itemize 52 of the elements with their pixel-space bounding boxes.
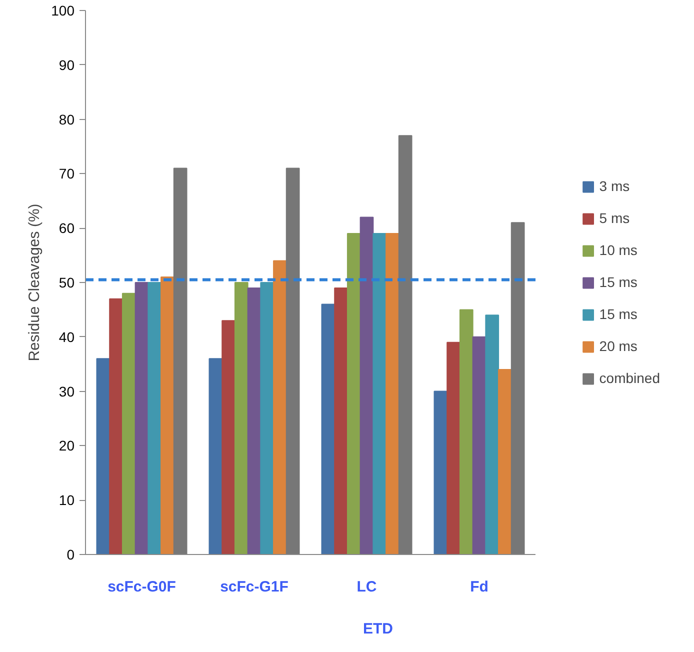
- y-tick-label: 80: [58, 111, 75, 128]
- x-tick-label: scFc-G0F: [108, 578, 176, 596]
- legend-label: 3 ms: [599, 178, 630, 194]
- y-tick-label: 0: [66, 546, 75, 562]
- bar: [273, 260, 287, 554]
- bar: [96, 358, 110, 554]
- legend-label: 15 ms: [599, 306, 638, 322]
- bar: [160, 276, 174, 554]
- bar: [134, 282, 149, 554]
- bar: [247, 287, 262, 554]
- bar: [321, 304, 336, 554]
- y-tick-label: 10: [58, 492, 75, 508]
- x-tick-label: Fd: [470, 578, 488, 596]
- y-tick-label: 20: [58, 438, 75, 454]
- bar: [334, 287, 348, 554]
- y-tick-label: 30: [58, 383, 75, 400]
- y-tick-label: 90: [58, 56, 75, 73]
- bar: [446, 342, 460, 554]
- bar: [286, 168, 300, 554]
- bar: [208, 358, 223, 554]
- x-tick-label: LC: [356, 578, 377, 596]
- bar: [109, 298, 123, 554]
- x-tick-label: scFc-G1F: [220, 578, 288, 596]
- legend-label: 20 ms: [599, 338, 638, 354]
- legend-label: 10 ms: [599, 242, 638, 258]
- bar: [234, 282, 248, 554]
- bar: [485, 314, 500, 554]
- y-tick-label: 50: [58, 274, 75, 290]
- bar: [372, 233, 387, 554]
- legend-label: 5 ms: [599, 210, 630, 226]
- bar: [360, 216, 374, 554]
- bar: [472, 336, 486, 554]
- bar: [498, 369, 512, 554]
- bar: [386, 233, 400, 554]
- bar: [173, 168, 188, 554]
- bar: [434, 390, 448, 554]
- bar: [398, 135, 412, 554]
- bar: [260, 282, 274, 554]
- bar: [346, 233, 361, 554]
- bar: [222, 320, 236, 554]
- y-tick-label: 60: [58, 220, 75, 236]
- y-axis-title: Residue Cleavages (%): [26, 204, 44, 362]
- legend-label: 15 ms: [599, 274, 638, 290]
- bar: [122, 292, 136, 554]
- y-tick-label: 100: [51, 2, 75, 18]
- y-tick-label: 40: [58, 328, 75, 345]
- legend-label: combined: [599, 370, 660, 386]
- bar: [459, 309, 474, 554]
- x-axis-title: ETD: [363, 620, 394, 638]
- bar: [148, 282, 162, 554]
- y-tick-label: 70: [58, 166, 75, 182]
- bar: [510, 222, 525, 554]
